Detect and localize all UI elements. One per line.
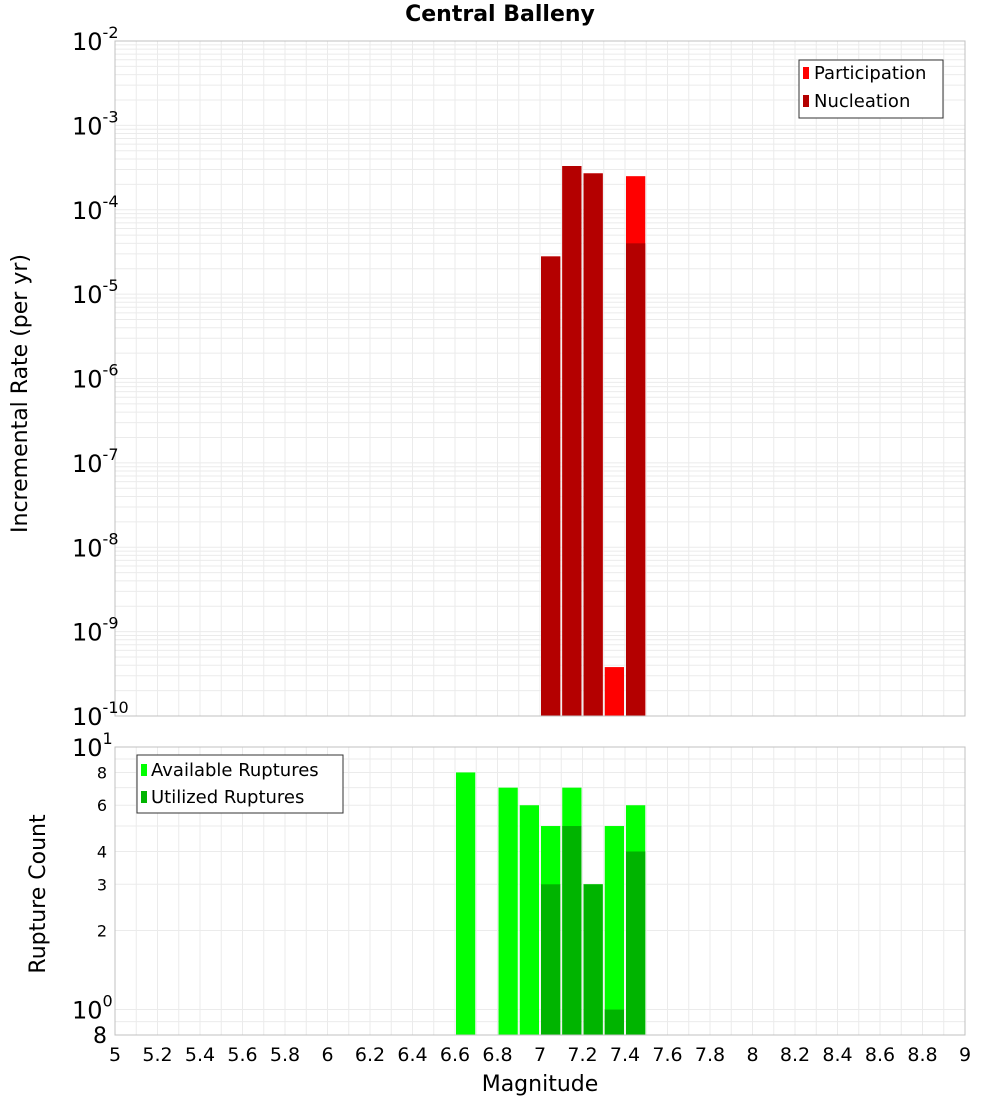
x-tick-label: 6.4 — [397, 1044, 427, 1066]
legend-swatch — [803, 67, 809, 79]
y-tick-label: 10-6 — [72, 361, 119, 394]
utilized-ruptures-bar — [562, 826, 582, 1035]
y-tick-label: 10-4 — [72, 192, 119, 225]
count-axis-title: Rupture Count — [26, 814, 51, 974]
nucleation-bar — [562, 166, 582, 717]
legend-label: Participation — [814, 63, 926, 84]
legend-box — [136, 754, 344, 814]
y-tick-label: 8 — [97, 763, 107, 782]
utilized-ruptures-bar — [583, 884, 603, 1035]
utilized-ruptures-bar — [541, 884, 561, 1035]
x-tick-label: 6 — [321, 1044, 333, 1066]
magnitude-axis-title: Magnitude — [482, 1072, 599, 1097]
x-tick-label: 8.2 — [780, 1044, 810, 1066]
rate-legend: Participation Nucleation — [798, 59, 944, 119]
x-tick-label: 6.8 — [482, 1044, 512, 1066]
available-ruptures-bar — [519, 805, 539, 1035]
utilized-ruptures-bar — [604, 1009, 624, 1035]
x-tick-label: 7.8 — [695, 1044, 725, 1066]
y-tick-label: 10-5 — [72, 276, 119, 309]
legend-swatch — [141, 764, 147, 776]
y-tick-label: 10-3 — [72, 107, 119, 140]
count-legend: Available Ruptures Utilized Ruptures — [136, 754, 344, 814]
available-ruptures-bar — [498, 787, 518, 1035]
participation-bar — [604, 667, 624, 716]
y-tick-label: 10-10 — [72, 698, 129, 731]
utilized-ruptures-bar — [626, 851, 646, 1035]
x-tick-label: 7.4 — [610, 1044, 640, 1066]
y-tick-label: 6 — [97, 796, 107, 815]
available-ruptures-bar — [604, 826, 624, 1035]
y-tick-label: 101 — [72, 729, 113, 762]
x-tick-label: 8.6 — [865, 1044, 895, 1066]
nucleation-bar — [626, 243, 646, 717]
y-tick-label: 8 — [93, 1024, 107, 1049]
plot-frame — [114, 40, 966, 717]
y-tick-label: 10-7 — [72, 445, 119, 478]
y-tick-label: 2 — [97, 922, 107, 941]
x-tick-label: 5.6 — [227, 1044, 257, 1066]
x-tick-label: 5.4 — [185, 1044, 215, 1066]
y-tick-label: 3 — [97, 875, 107, 894]
y-tick-label: 10-9 — [72, 614, 119, 647]
x-tick-label: 7.2 — [567, 1044, 597, 1066]
plot-frame — [114, 746, 966, 1036]
x-tick-label: 9 — [959, 1044, 971, 1066]
nucleation-bar — [541, 256, 561, 716]
legend-label: Utilized Ruptures — [151, 787, 304, 808]
x-tick-label: 7 — [534, 1044, 546, 1066]
legend-box — [798, 59, 944, 119]
y-tick-label: 10-2 — [72, 23, 119, 56]
x-tick-label: 8 — [746, 1044, 758, 1066]
x-tick-label: 6.2 — [355, 1044, 385, 1066]
chart-title: Central Balleny — [405, 2, 595, 27]
legend-label: Available Ruptures — [151, 760, 319, 781]
nucleation-bar — [583, 173, 603, 716]
y-tick-label: 4 — [97, 842, 107, 861]
y-tick-label: 10-8 — [72, 529, 119, 562]
legend-swatch — [141, 791, 147, 803]
x-tick-label: 6.6 — [440, 1044, 470, 1066]
x-tick-label: 5.8 — [270, 1044, 300, 1066]
rate-axis-title: Incremental Rate (per yr) — [8, 254, 33, 533]
rate-plot: 10-10 10-9 10-8 10-7 10-6 10-5 10-4 10-3 10-2 Par… — [72, 23, 966, 731]
x-tick-label: 7.6 — [652, 1044, 682, 1066]
y-tick-label: 100 — [72, 992, 113, 1025]
legend-label: Nucleation — [814, 91, 910, 112]
legend-swatch — [803, 95, 809, 107]
available-ruptures-bar — [456, 772, 476, 1035]
x-tick-label: 8.8 — [907, 1044, 937, 1066]
x-tick-label: 8.4 — [822, 1044, 852, 1066]
x-tick-label: 5 — [109, 1044, 121, 1066]
x-tick-label: 5.2 — [142, 1044, 172, 1066]
